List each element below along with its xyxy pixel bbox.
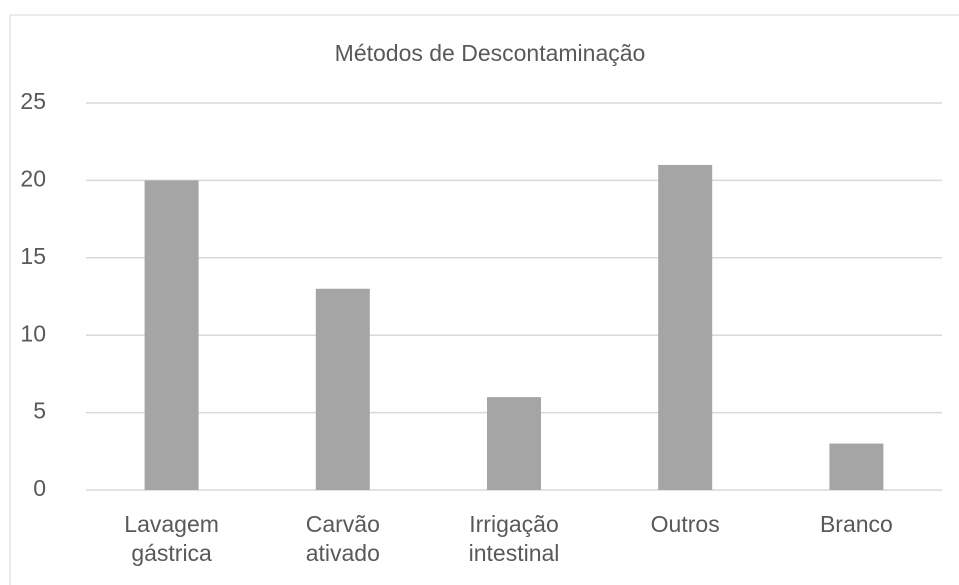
chart-title: Métodos de Descontaminação <box>335 40 646 66</box>
y-tick-label: 10 <box>20 320 46 346</box>
x-tick-label: Branco <box>819 511 893 537</box>
x-tick-label: Irrigação intestinal <box>468 511 560 566</box>
y-tick-label: 25 <box>20 88 46 114</box>
bar <box>144 180 199 490</box>
bar <box>829 443 884 490</box>
x-tick-label: Carvão ativado <box>305 511 380 566</box>
x-tick-label: Outros <box>650 511 720 537</box>
bar <box>487 397 541 490</box>
y-tick-label: 5 <box>33 398 46 424</box>
y-tick-label: 0 <box>33 475 46 501</box>
y-tick-label: 15 <box>20 243 46 269</box>
bar <box>315 288 370 490</box>
bar <box>658 164 713 491</box>
x-tick-label: Lavagem gástrica <box>124 511 219 566</box>
y-tick-label: 20 <box>20 165 46 191</box>
